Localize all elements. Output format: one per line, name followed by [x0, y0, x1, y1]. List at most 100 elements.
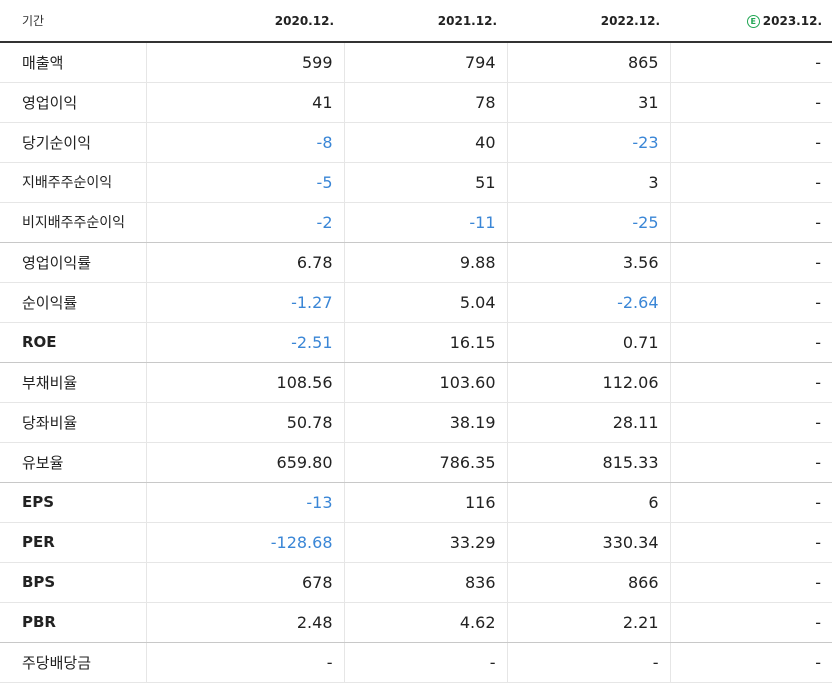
estimate-icon: E [746, 14, 760, 28]
row-label: ROE [0, 322, 146, 363]
row-label: PBR [0, 602, 146, 643]
table-cell: -5 [145, 162, 344, 203]
table-cell: 51 [343, 162, 507, 203]
table-cell: - [669, 82, 832, 123]
table-cell: -2.64 [506, 282, 670, 323]
table-row: BPS 678 836 866- [0, 562, 832, 603]
table-cell: 3.56 [506, 242, 670, 283]
row-label: 매출액 [0, 42, 146, 83]
table-cell: 31 [506, 82, 670, 123]
table-row: 당좌비율 50.78 38.19 28.11- [0, 402, 832, 443]
period-2021: 2021.12. [344, 0, 507, 43]
table-cell: 2.21 [506, 602, 670, 643]
table-cell: 786.35 [343, 442, 507, 483]
table-cell: 6 [506, 482, 670, 523]
table-row: 비지배주주순이익 -2 -11 -25- [0, 202, 832, 243]
row-label: 영업이익률 [0, 242, 146, 283]
table-cell: - [145, 642, 344, 683]
table-cell: - [669, 642, 832, 683]
table-row: 영업이익 41 78 31- [0, 82, 832, 123]
table-cell: 41 [145, 82, 344, 123]
table-row: 당기순이익 -8 40 -23- [0, 122, 832, 163]
table-cell: - [669, 162, 832, 203]
header-row: 기간 2020.12. 2021.12. 2022.12. E 2023.12. [0, 0, 832, 43]
row-label: 영업이익 [0, 82, 146, 123]
table-cell: - [506, 642, 670, 683]
period-2022: 2022.12. [507, 0, 670, 43]
table-cell: 659.80 [145, 442, 344, 483]
table-cell: 866 [506, 562, 670, 603]
row-label: 유보율 [0, 442, 146, 483]
table-cell: 38.19 [343, 402, 507, 443]
table-cell: - [669, 562, 832, 603]
table-cell: 836 [343, 562, 507, 603]
row-label: 부채비율 [0, 362, 146, 403]
table-cell: - [669, 42, 832, 83]
table-cell: 599 [145, 42, 344, 83]
table-cell: - [669, 202, 832, 243]
row-label: BPS [0, 562, 146, 603]
table-row: 부채비율 108.56 103.60 112.06- [0, 362, 832, 403]
row-label: 당좌비율 [0, 402, 146, 443]
table-row: 순이익률 -1.27 5.04 -2.64- [0, 282, 832, 323]
table-cell: -128.68 [145, 522, 344, 563]
table-cell: 2.48 [145, 602, 344, 643]
table-cell: 3 [506, 162, 670, 203]
table-cell: -13 [145, 482, 344, 523]
table-cell: 5.04 [343, 282, 507, 323]
table-cell: -8 [145, 122, 344, 163]
row-label: EPS [0, 482, 146, 523]
table-cell: 6.78 [145, 242, 344, 283]
table-cell: 865 [506, 42, 670, 83]
row-label: PER [0, 522, 146, 563]
table-cell: - [669, 322, 832, 363]
table-cell: 330.34 [506, 522, 670, 563]
table-cell: -11 [343, 202, 507, 243]
table-cell: - [669, 242, 832, 283]
table-row: 지배주주순이익 -5 51 3- [0, 162, 832, 203]
table-cell: -23 [506, 122, 670, 163]
table-cell: - [343, 642, 507, 683]
row-label: 당기순이익 [0, 122, 146, 163]
table-row: PER -128.68 33.29 330.34- [0, 522, 832, 563]
period-2020: 2020.12. [146, 0, 344, 43]
table-row: 유보율 659.80 786.35 815.33- [0, 442, 832, 483]
table-cell: 40 [343, 122, 507, 163]
table-cell: - [669, 122, 832, 163]
table-row: 영업이익률 6.78 9.88 3.56- [0, 242, 832, 283]
table-cell: - [669, 602, 832, 643]
table-cell: - [669, 362, 832, 403]
period-header-label: 기간 [0, 0, 146, 43]
row-label: 지배주주순이익 [0, 162, 146, 203]
table-row: ROE -2.51 16.15 0.71- [0, 322, 832, 363]
table-cell: -2.51 [145, 322, 344, 363]
table-cell: 4.62 [343, 602, 507, 643]
table-cell: - [669, 482, 832, 523]
table-row: EPS -13 116 6- [0, 482, 832, 523]
table-cell: - [669, 282, 832, 323]
row-label: 순이익률 [0, 282, 146, 323]
table-cell: 33.29 [343, 522, 507, 563]
table-cell: 16.15 [343, 322, 507, 363]
table-cell: - [669, 442, 832, 483]
table-row: 주당배당금 - - - - [0, 642, 832, 683]
table-cell: 678 [145, 562, 344, 603]
table-cell: - [669, 522, 832, 563]
table-cell: 9.88 [343, 242, 507, 283]
table-cell: -2 [145, 202, 344, 243]
table-cell: 815.33 [506, 442, 670, 483]
table-cell: 28.11 [506, 402, 670, 443]
table-cell: 0.71 [506, 322, 670, 363]
table-cell: 78 [343, 82, 507, 123]
table-cell: 116 [343, 482, 507, 523]
period-2023-label: 2023.12. [762, 13, 822, 28]
table-row: 매출액 599 794 865- [0, 42, 832, 83]
table-cell: 50.78 [145, 402, 344, 443]
row-label: 주당배당금 [0, 642, 146, 683]
period-2023-estimate: E 2023.12. [670, 0, 832, 43]
table-cell: 103.60 [343, 362, 507, 403]
table-cell: 108.56 [145, 362, 344, 403]
table-cell: - [669, 402, 832, 443]
table-row: PBR 2.48 4.62 2.21- [0, 602, 832, 643]
